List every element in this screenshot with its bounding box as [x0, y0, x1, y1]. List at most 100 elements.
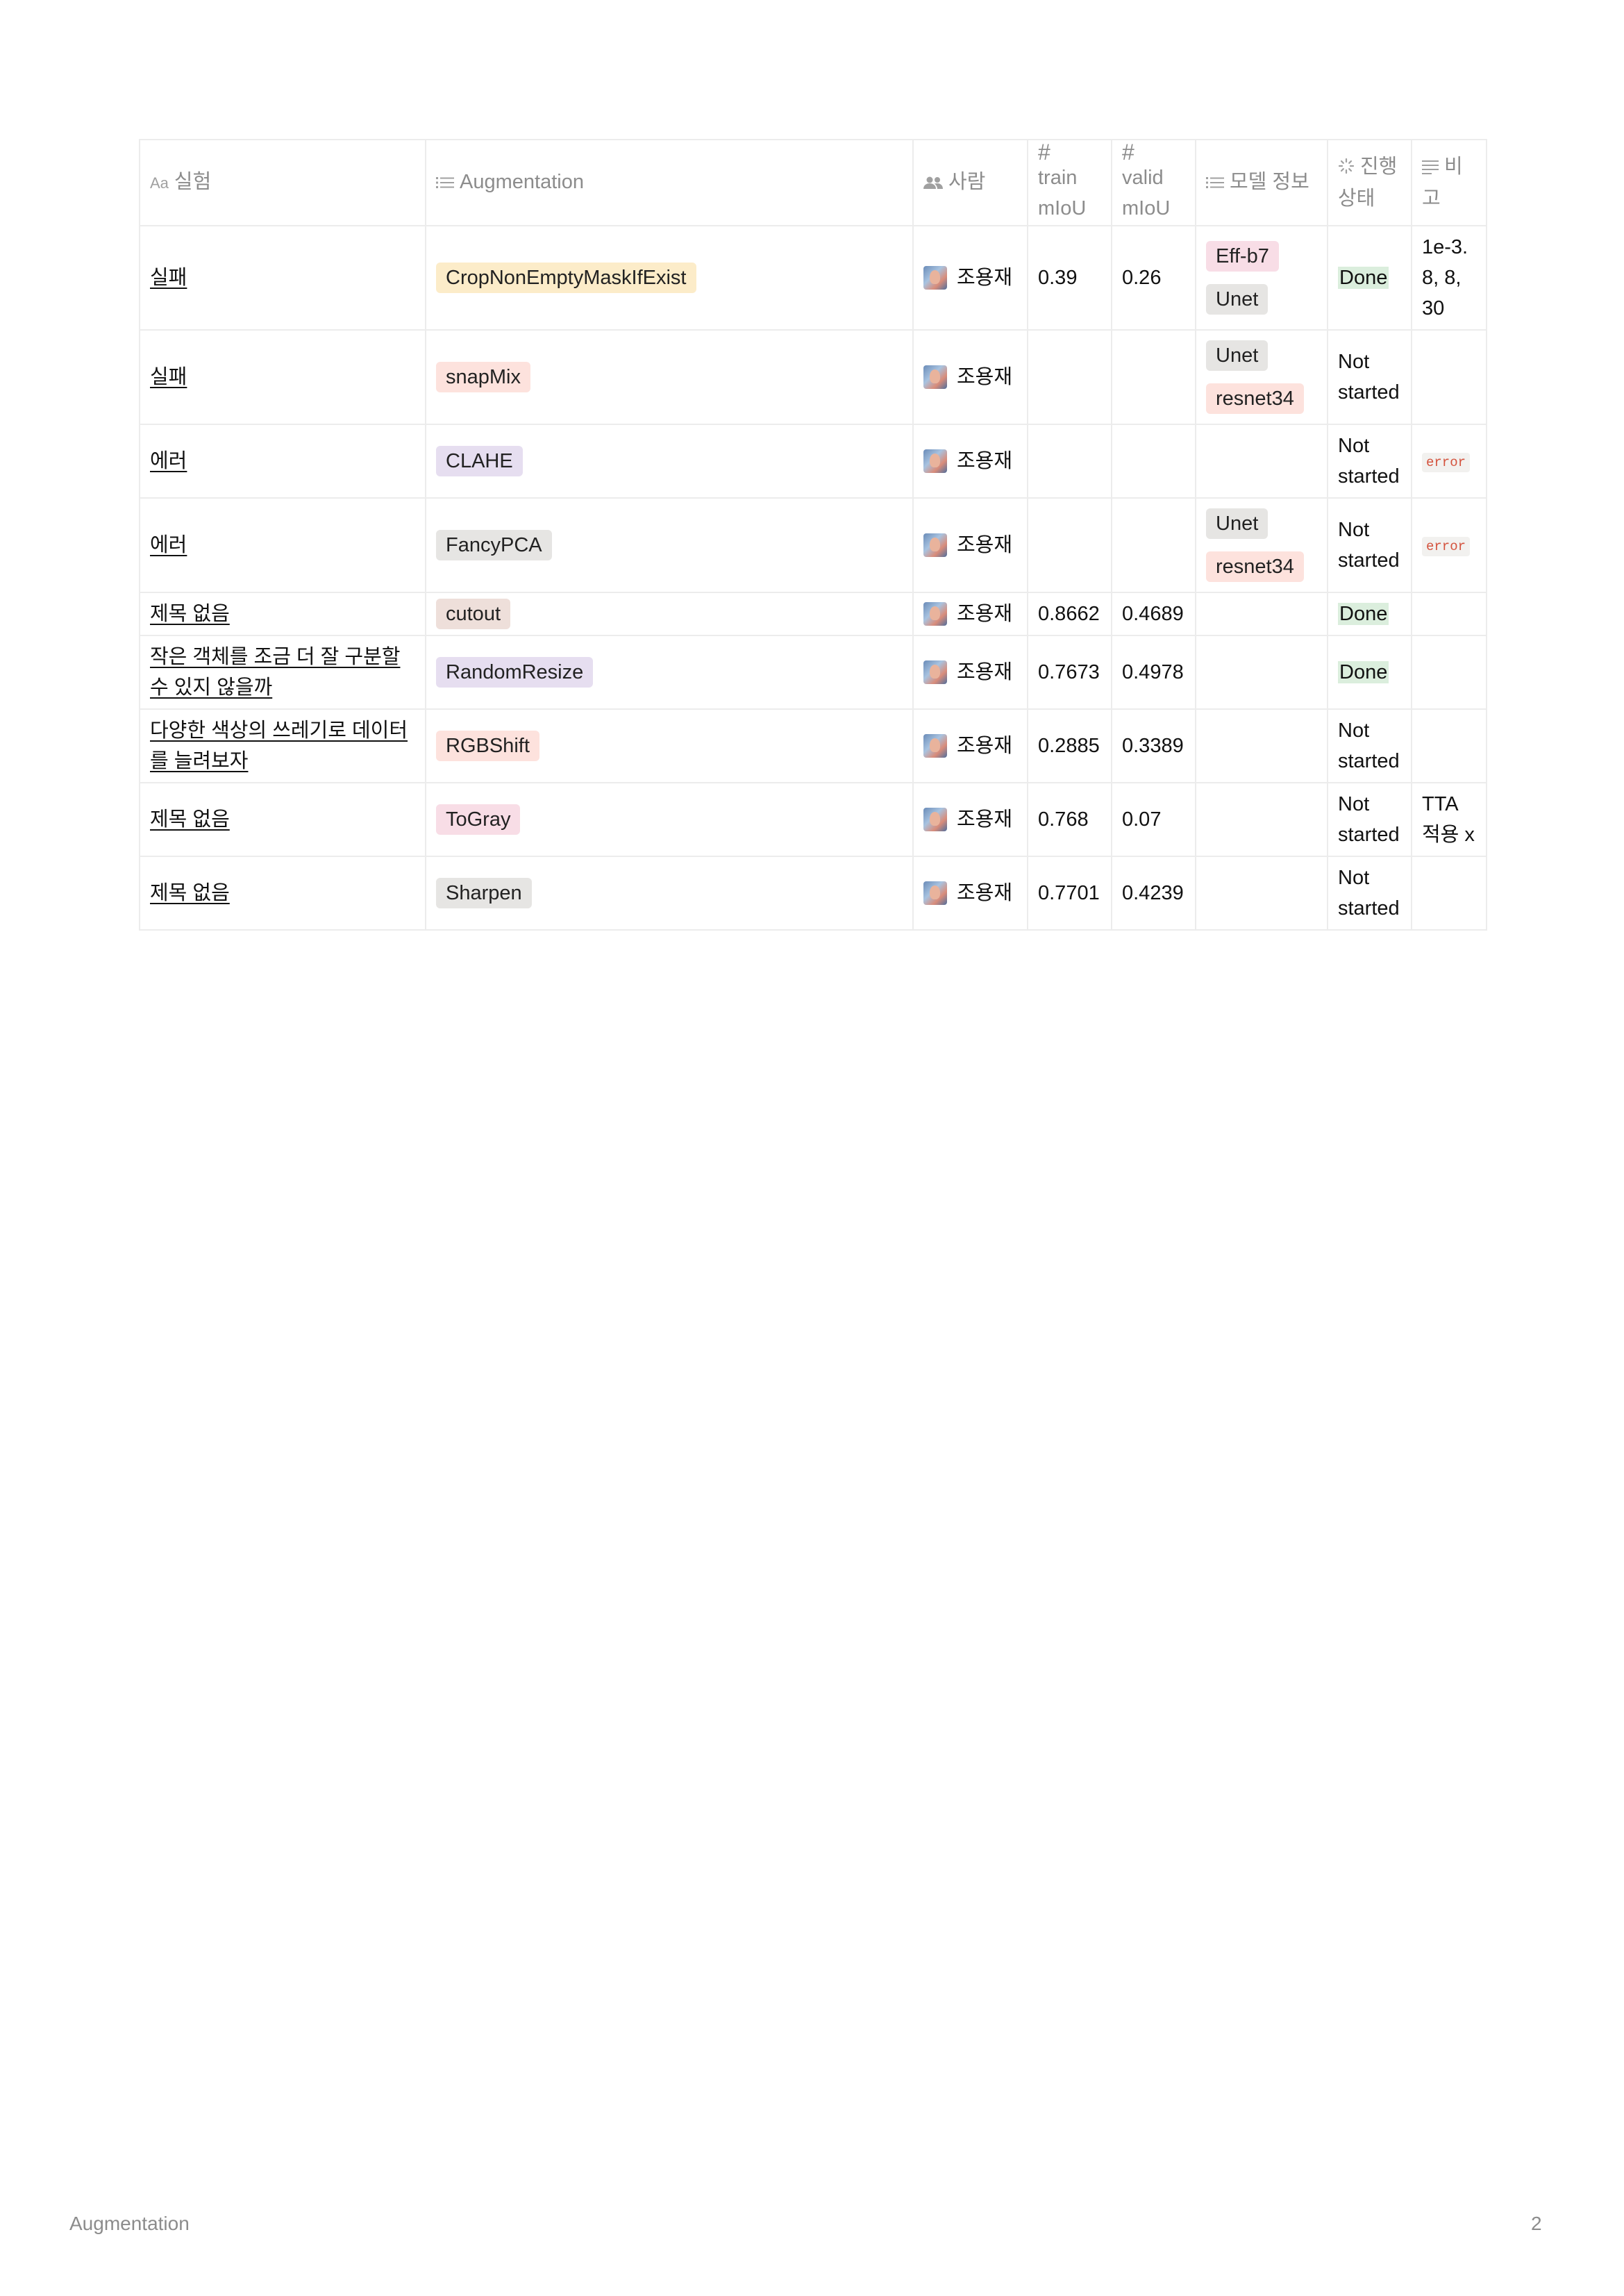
row-title-link[interactable]: 에러	[150, 534, 187, 556]
row-title-link[interactable]: 작은 객체를 조금 더 잘 구분할 수 있지 않을까	[150, 646, 401, 699]
augmentation-tag[interactable]: ToGray	[436, 804, 521, 835]
model-tag[interactable]: Unet	[1206, 508, 1269, 539]
cell-note	[1411, 592, 1487, 636]
cell-valid-miou	[1111, 497, 1196, 593]
train-miou-value: 0.39	[1038, 267, 1078, 289]
person-name: 조용재	[957, 366, 1013, 388]
cell-status: Done	[1327, 592, 1412, 636]
model-tag[interactable]: Unet	[1206, 340, 1269, 371]
header-row: Aa 실험 Augmentation 사람 # train mIoU # valid …	[139, 139, 1487, 226]
person-chip[interactable]: 조용재	[923, 731, 1017, 761]
cell-person: 조용재	[912, 856, 1028, 931]
row-title-link[interactable]: 제목 없음	[150, 603, 230, 625]
augmentation-tag[interactable]: Sharpen	[436, 878, 532, 908]
person-chip[interactable]: 조용재	[923, 446, 1017, 476]
cell-title: 작은 객체를 조금 더 잘 구분할 수 있지 않을까	[139, 635, 426, 710]
status-value[interactable]: Done	[1338, 603, 1389, 625]
augmentation-tag[interactable]: CropNonEmptyMaskIfExist	[436, 263, 696, 293]
model-tag[interactable]: Unet	[1206, 284, 1269, 315]
cell-status: Not started	[1327, 856, 1412, 931]
model-tag[interactable]: resnet34	[1206, 383, 1304, 414]
header-experiment[interactable]: Aa 실험	[139, 139, 426, 226]
row-title-link[interactable]: 에러	[150, 450, 187, 472]
avatar	[923, 449, 947, 473]
table-row[interactable]: 실패 CropNonEmptyMaskIfExist 조용재 0.39 0.26 Eff-…	[139, 225, 1487, 331]
header-experiment-label: 실험	[174, 171, 212, 194]
row-title-link[interactable]: 실패	[150, 267, 187, 289]
header-model-info[interactable]: 모델 정보	[1195, 139, 1328, 226]
status-value[interactable]: Done	[1338, 267, 1389, 289]
header-augmentation[interactable]: Augmentation	[425, 139, 914, 226]
cell-note: error	[1411, 424, 1487, 499]
cell-note: 1e-3. 8, 8, 30	[1411, 225, 1487, 331]
augmentation-tag[interactable]: RGBShift	[436, 731, 539, 761]
header-note[interactable]: 비고	[1411, 139, 1487, 226]
people-icon	[923, 168, 943, 199]
cell-model-info	[1195, 708, 1328, 783]
number-property-icon: #	[1122, 140, 1135, 165]
table-row[interactable]: 다양한 색상의 쓰레기로 데이터를 늘려보자 RGBShift 조용재 0.2885 0…	[139, 708, 1487, 783]
status-value[interactable]: Not started	[1338, 793, 1400, 846]
person-chip[interactable]: 조용재	[923, 804, 1017, 835]
row-title-link[interactable]: 실패	[150, 366, 187, 388]
cell-note: TTA 적용 x	[1411, 782, 1487, 857]
status-value[interactable]: Not started	[1338, 719, 1400, 772]
model-tag[interactable]: Eff-b7	[1206, 241, 1279, 272]
cell-person: 조용재	[912, 782, 1028, 857]
header-status[interactable]: 진행 상태	[1327, 139, 1412, 226]
cell-augmentation: ToGray	[425, 782, 914, 857]
header-train-miou[interactable]: # train mIoU	[1027, 139, 1112, 226]
person-chip[interactable]: 조용재	[923, 599, 1017, 629]
status-value[interactable]: Not started	[1338, 435, 1400, 488]
cell-status: Not started	[1327, 782, 1412, 857]
person-name: 조용재	[957, 661, 1013, 683]
status-value[interactable]: Not started	[1338, 351, 1400, 404]
table-row[interactable]: 에러 CLAHE 조용재 Not started error	[139, 424, 1487, 499]
row-title-link[interactable]: 제목 없음	[150, 882, 230, 904]
augmentation-tag[interactable]: RandomResize	[436, 657, 594, 688]
avatar	[923, 808, 947, 831]
augmentation-tag[interactable]: CLAHE	[436, 446, 523, 476]
cell-note	[1411, 635, 1487, 710]
table-row[interactable]: 에러 FancyPCA 조용재 Unet resnet34 Not started erro…	[139, 497, 1487, 593]
header-person[interactable]: 사람	[912, 139, 1028, 226]
augmentation-tag[interactable]: snapMix	[436, 362, 530, 392]
title-property-icon: Aa	[150, 174, 169, 192]
row-title-link[interactable]: 제목 없음	[150, 808, 230, 831]
person-chip[interactable]: 조용재	[923, 362, 1017, 392]
table-row[interactable]: 제목 없음 ToGray 조용재 0.768 0.07 Not started TTA 적용…	[139, 782, 1487, 857]
table-row[interactable]: 작은 객체를 조금 더 잘 구분할 수 있지 않을까 RandomResize 조용…	[139, 635, 1487, 710]
cell-augmentation: Sharpen	[425, 856, 914, 931]
cell-status: Not started	[1327, 424, 1412, 499]
header-status-label: 진행 상태	[1338, 156, 1398, 210]
cell-valid-miou: 0.26	[1111, 225, 1196, 331]
status-value[interactable]: Not started	[1338, 867, 1400, 920]
row-title-link[interactable]: 다양한 색상의 쓰레기로 데이터를 늘려보자	[150, 719, 408, 772]
footer-title: Augmentation	[69, 2213, 190, 2234]
status-value[interactable]: Done	[1338, 661, 1389, 683]
cell-train-miou	[1027, 329, 1112, 425]
model-tag[interactable]: resnet34	[1206, 551, 1304, 582]
person-name: 조용재	[957, 808, 1013, 831]
valid-miou-value: 0.4689	[1122, 603, 1184, 625]
cell-augmentation: snapMix	[425, 329, 914, 425]
person-chip[interactable]: 조용재	[923, 263, 1017, 293]
header-valid-miou[interactable]: # valid mIoU	[1111, 139, 1196, 226]
note-code: error	[1422, 453, 1471, 472]
cell-model-info	[1195, 856, 1328, 931]
table-row[interactable]: 제목 없음 Sharpen 조용재 0.7701 0.4239 Not started	[139, 856, 1487, 931]
augmentation-tag[interactable]: cutout	[436, 599, 510, 629]
cell-model-info	[1195, 782, 1328, 857]
table-row[interactable]: 실패 snapMix 조용재 Unet resnet34 Not started	[139, 329, 1487, 425]
cell-valid-miou: 0.3389	[1111, 708, 1196, 783]
cell-train-miou	[1027, 497, 1112, 593]
person-chip[interactable]: 조용재	[923, 878, 1017, 908]
status-value[interactable]: Not started	[1338, 519, 1400, 572]
person-chip[interactable]: 조용재	[923, 530, 1017, 560]
augmentation-tag[interactable]: FancyPCA	[436, 530, 552, 560]
cell-valid-miou: 0.4689	[1111, 592, 1196, 636]
cell-model-info	[1195, 592, 1328, 636]
valid-miou-value: 0.4239	[1122, 882, 1184, 904]
table-row[interactable]: 제목 없음 cutout 조용재 0.8662 0.4689 Done	[139, 592, 1487, 636]
person-chip[interactable]: 조용재	[923, 657, 1017, 688]
